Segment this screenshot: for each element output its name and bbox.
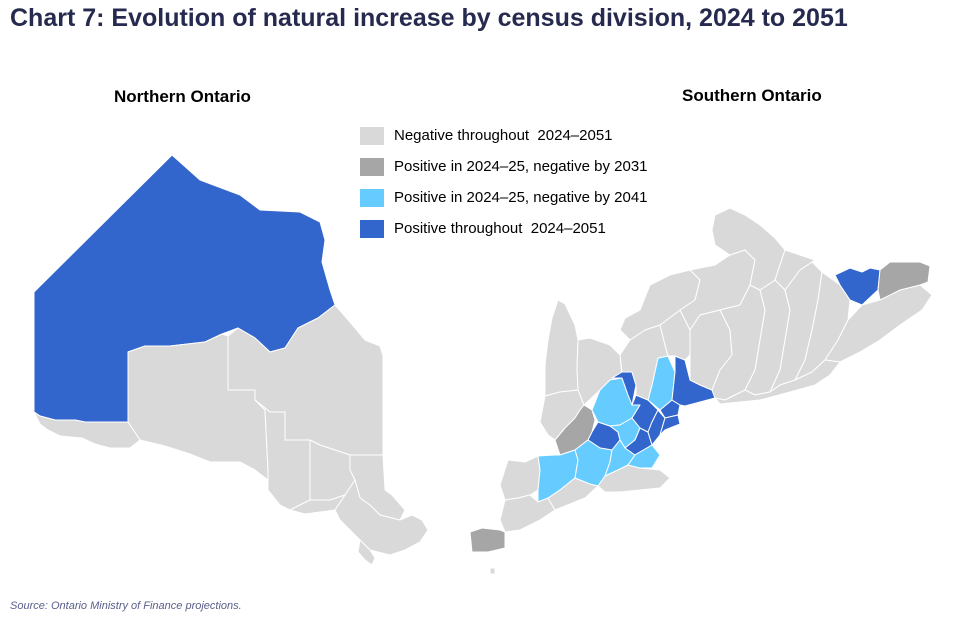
division-thunder-south [33,411,141,449]
legend-swatch [360,126,384,145]
chart-title: Chart 7: Evolution of natural increase b… [10,4,848,32]
legend-label: Positive in 2024–25, negative by 2031 [394,158,648,175]
division-niagara [627,444,661,469]
division-renfrew-north [774,249,816,291]
legend-item-negative-by-2041: Positive in 2024–25, negative by 2041 [360,182,648,213]
division-nipissing-south [711,207,786,291]
legend-label: Positive in 2024–25, negative by 2041 [394,189,648,206]
division-lambton [499,455,541,501]
northern-ontario-heading: Northern Ontario [114,87,251,106]
division-chatham-kent [499,494,556,533]
division-bruce-peninsula [544,299,579,397]
legend-item-negative-throughout: Negative throughout 2024–2051 [360,120,648,151]
legend-label: Negative throughout 2024–2051 [394,127,613,144]
legend-swatch [360,157,384,176]
division-lakeshore [714,359,841,405]
division-prescott [877,261,931,301]
legend-swatch [360,188,384,207]
division-pelee [489,567,496,575]
legend-label: Positive throughout 2024–2051 [394,220,606,237]
division-haldimand [597,464,671,493]
legend-item-negative-by-2031: Positive in 2024–25, negative by 2031 [360,151,648,182]
legend-swatch [360,219,384,238]
division-toronto [657,409,681,436]
division-essex [469,527,506,553]
division-parry-sound [357,539,376,566]
southern-ontario-heading: Southern Ontario [682,86,822,105]
division-manitoulin [289,494,346,515]
legend: Negative throughout 2024–2051 Positive i… [360,120,648,244]
division-nipissing [334,479,429,556]
legend-item-positive-throughout: Positive throughout 2024–2051 [360,213,648,244]
source-note: Source: Ontario Ministry of Finance proj… [10,600,242,612]
division-durham [671,355,716,407]
